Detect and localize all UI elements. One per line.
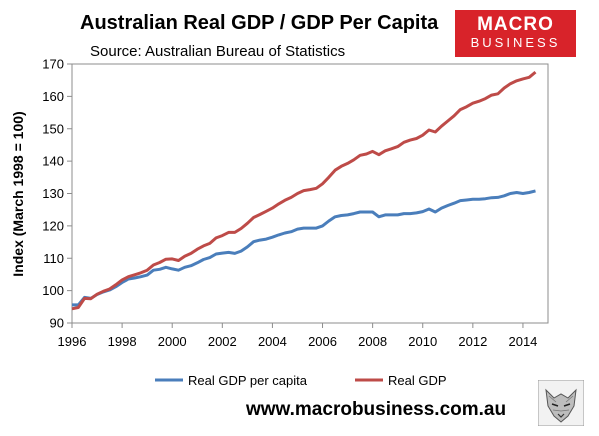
x-tick-label: 2010 <box>408 334 437 349</box>
legend-label: Real GDP per capita <box>188 373 308 388</box>
wolf-logo-icon <box>538 380 584 426</box>
y-tick-label: 150 <box>42 121 64 136</box>
x-tick-label: 2004 <box>258 334 287 349</box>
y-tick-label: 120 <box>42 218 64 233</box>
y-tick-label: 100 <box>42 283 64 298</box>
chart-axes: 90 100 110 120 130 140 150 160 170 1996 1998 2000 20… <box>42 57 549 349</box>
x-tick-label: 2014 <box>508 334 537 349</box>
y-tick-label: 170 <box>42 57 64 72</box>
logo-line-2: BUSINESS <box>470 35 561 50</box>
chart-legend: Real GDP per capita Real GDP <box>155 373 447 388</box>
x-tick-label: 2008 <box>358 334 387 349</box>
legend-label: Real GDP <box>388 373 447 388</box>
y-axis-label: Index (March 1998 = 100) <box>10 111 26 276</box>
y-tick-label: 160 <box>42 89 64 104</box>
website-url: www.macrobusiness.com.au <box>246 399 507 420</box>
x-tick-label: 1996 <box>58 334 87 349</box>
x-tick-label: 2006 <box>308 334 337 349</box>
x-tick-label: 2000 <box>158 334 187 349</box>
y-tick-label: 130 <box>42 186 64 201</box>
x-tick-label: 1998 <box>108 334 137 349</box>
y-tick-label: 140 <box>42 154 64 169</box>
series-line-real-gdp <box>71 70 537 311</box>
x-tick-label: 2002 <box>208 334 237 349</box>
chart-series <box>71 70 537 311</box>
y-tick-label: 110 <box>43 251 64 266</box>
macrobusiness-logo: MACRO BUSINESS <box>455 10 576 57</box>
y-tick-label: 90 <box>50 316 64 331</box>
series-line-real-gdp-per-capita <box>72 189 536 307</box>
logo-line-1: MACRO <box>477 14 554 35</box>
chart-source: Source: Australian Bureau of Statistics <box>90 43 346 60</box>
chart-title: Australian Real GDP / GDP Per Capita <box>80 12 439 34</box>
x-tick-label: 2012 <box>458 334 487 349</box>
